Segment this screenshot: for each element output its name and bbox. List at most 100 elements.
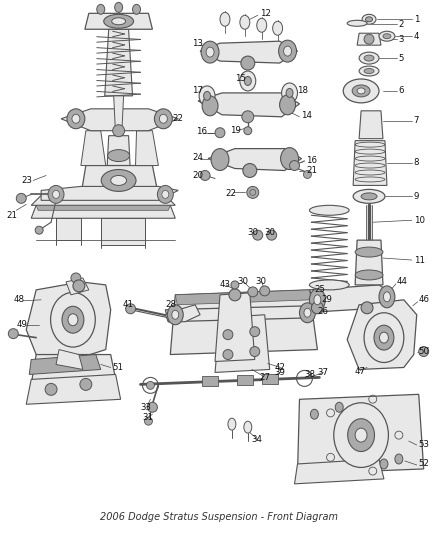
Text: 7: 7 bbox=[414, 116, 419, 125]
Polygon shape bbox=[347, 300, 417, 369]
Ellipse shape bbox=[364, 313, 404, 362]
Ellipse shape bbox=[300, 303, 315, 322]
Polygon shape bbox=[309, 285, 394, 312]
Circle shape bbox=[290, 160, 300, 171]
Text: 2: 2 bbox=[399, 20, 404, 29]
Circle shape bbox=[8, 329, 18, 338]
Text: 30: 30 bbox=[238, 277, 249, 286]
Text: 9: 9 bbox=[414, 192, 419, 201]
Ellipse shape bbox=[359, 66, 379, 76]
Ellipse shape bbox=[335, 402, 343, 412]
Ellipse shape bbox=[304, 308, 311, 317]
Polygon shape bbox=[81, 166, 159, 196]
Circle shape bbox=[215, 128, 225, 138]
Ellipse shape bbox=[359, 52, 379, 64]
Ellipse shape bbox=[309, 205, 349, 215]
Ellipse shape bbox=[201, 41, 219, 63]
Ellipse shape bbox=[309, 289, 325, 311]
Ellipse shape bbox=[72, 114, 80, 123]
Text: 13: 13 bbox=[192, 39, 203, 47]
Ellipse shape bbox=[68, 314, 78, 326]
Circle shape bbox=[145, 417, 152, 425]
Ellipse shape bbox=[348, 419, 374, 451]
Text: 52: 52 bbox=[419, 459, 430, 469]
Text: 22: 22 bbox=[225, 189, 236, 198]
Circle shape bbox=[223, 350, 233, 360]
Polygon shape bbox=[26, 375, 120, 404]
Circle shape bbox=[113, 125, 124, 136]
Ellipse shape bbox=[199, 86, 215, 106]
Text: 44: 44 bbox=[397, 277, 408, 286]
Ellipse shape bbox=[352, 85, 370, 97]
Text: 27: 27 bbox=[260, 373, 271, 382]
Text: 41: 41 bbox=[123, 300, 134, 309]
Text: 23: 23 bbox=[21, 176, 32, 185]
Ellipse shape bbox=[355, 247, 383, 257]
Polygon shape bbox=[215, 293, 255, 361]
Ellipse shape bbox=[111, 175, 127, 185]
Polygon shape bbox=[135, 131, 159, 166]
Text: 4: 4 bbox=[414, 31, 419, 41]
Ellipse shape bbox=[211, 149, 229, 171]
Circle shape bbox=[244, 127, 252, 135]
Ellipse shape bbox=[244, 421, 252, 433]
Ellipse shape bbox=[355, 270, 383, 280]
Polygon shape bbox=[36, 205, 170, 211]
Text: 17: 17 bbox=[192, 86, 203, 95]
Circle shape bbox=[16, 193, 26, 203]
Text: 22: 22 bbox=[172, 114, 183, 123]
Ellipse shape bbox=[379, 332, 389, 343]
Circle shape bbox=[361, 302, 373, 314]
Polygon shape bbox=[41, 187, 178, 200]
Text: 24: 24 bbox=[192, 153, 203, 162]
Circle shape bbox=[148, 402, 157, 412]
Ellipse shape bbox=[286, 88, 293, 98]
Ellipse shape bbox=[279, 40, 297, 62]
Ellipse shape bbox=[281, 148, 298, 169]
Circle shape bbox=[304, 171, 311, 179]
Ellipse shape bbox=[364, 34, 374, 44]
Ellipse shape bbox=[157, 185, 173, 203]
Ellipse shape bbox=[50, 293, 95, 347]
Text: 47: 47 bbox=[354, 367, 365, 376]
Circle shape bbox=[223, 330, 233, 340]
Polygon shape bbox=[56, 218, 81, 240]
Ellipse shape bbox=[379, 286, 395, 308]
Ellipse shape bbox=[97, 4, 105, 14]
Ellipse shape bbox=[48, 185, 64, 203]
Circle shape bbox=[229, 289, 241, 301]
Text: 20: 20 bbox=[192, 171, 203, 180]
Text: 25: 25 bbox=[314, 285, 325, 294]
Circle shape bbox=[241, 56, 255, 70]
Ellipse shape bbox=[202, 96, 218, 116]
Ellipse shape bbox=[383, 34, 391, 39]
Polygon shape bbox=[29, 354, 101, 375]
Text: 30: 30 bbox=[248, 228, 259, 237]
Text: 6: 6 bbox=[399, 86, 404, 95]
Circle shape bbox=[248, 287, 258, 297]
Text: 48: 48 bbox=[13, 295, 25, 304]
Polygon shape bbox=[202, 376, 218, 386]
Polygon shape bbox=[85, 13, 152, 29]
Ellipse shape bbox=[273, 21, 283, 35]
Text: 49: 49 bbox=[16, 320, 27, 329]
Text: 26: 26 bbox=[318, 307, 328, 316]
Polygon shape bbox=[101, 218, 145, 245]
Ellipse shape bbox=[311, 409, 318, 419]
Text: 53: 53 bbox=[419, 440, 430, 449]
Ellipse shape bbox=[206, 47, 214, 57]
Circle shape bbox=[260, 286, 270, 296]
Ellipse shape bbox=[220, 12, 230, 26]
Text: 12: 12 bbox=[260, 9, 271, 18]
Ellipse shape bbox=[167, 305, 183, 325]
Circle shape bbox=[250, 327, 260, 337]
Circle shape bbox=[267, 230, 277, 240]
Ellipse shape bbox=[67, 109, 85, 129]
Circle shape bbox=[250, 346, 260, 357]
Ellipse shape bbox=[314, 295, 321, 305]
Ellipse shape bbox=[133, 4, 141, 14]
Circle shape bbox=[231, 281, 239, 289]
Ellipse shape bbox=[172, 310, 179, 319]
Ellipse shape bbox=[104, 14, 134, 28]
Polygon shape bbox=[56, 350, 83, 369]
